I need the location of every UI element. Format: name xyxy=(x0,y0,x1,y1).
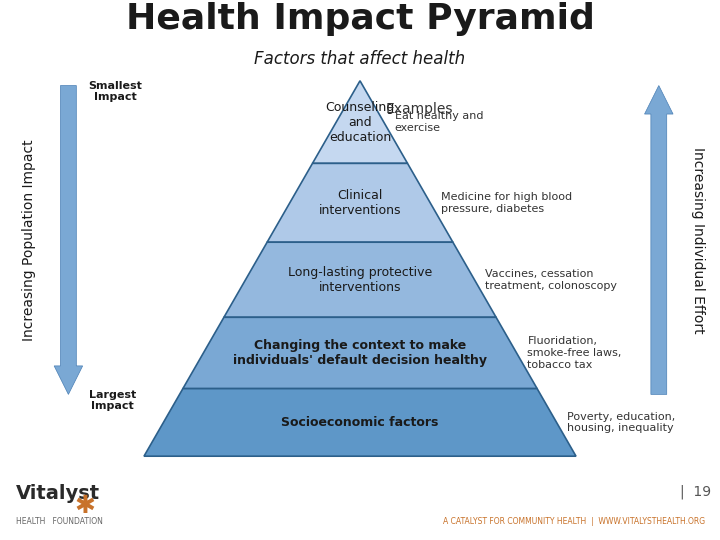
Text: Counseling
and
education: Counseling and education xyxy=(325,100,395,144)
Text: Long-lasting protective
interventions: Long-lasting protective interventions xyxy=(288,266,432,294)
Text: Changing the context to make
individuals' default decision healthy: Changing the context to make individuals… xyxy=(233,339,487,367)
Polygon shape xyxy=(183,318,537,389)
Text: Vitalyst: Vitalyst xyxy=(16,484,100,503)
Text: Fluoridation,
smoke-free laws,
tobacco tax: Fluoridation, smoke-free laws, tobacco t… xyxy=(527,336,622,369)
Polygon shape xyxy=(267,164,453,242)
Text: Clinical
interventions: Clinical interventions xyxy=(319,189,401,217)
FancyArrow shape xyxy=(54,85,83,394)
Text: HEALTH   FOUNDATION: HEALTH FOUNDATION xyxy=(16,517,103,526)
Text: Largest
Impact: Largest Impact xyxy=(89,390,136,411)
Text: ✱: ✱ xyxy=(74,494,96,518)
Text: Vaccines, cessation
treatment, colonoscopy: Vaccines, cessation treatment, colonosco… xyxy=(485,269,617,291)
Text: Health Impact Pyramid: Health Impact Pyramid xyxy=(125,2,595,36)
Text: |  19: | 19 xyxy=(680,484,711,498)
FancyArrow shape xyxy=(644,85,673,394)
Text: Smallest
Impact: Smallest Impact xyxy=(89,81,143,103)
Text: Factors that affect health: Factors that affect health xyxy=(254,50,466,68)
Text: Poverty, education,
housing, inequality: Poverty, education, housing, inequality xyxy=(567,411,675,433)
Text: Examples: Examples xyxy=(385,102,453,116)
Text: Increasing Individual Effort: Increasing Individual Effort xyxy=(691,147,706,333)
Text: Eat healthy and
exercise: Eat healthy and exercise xyxy=(395,111,483,133)
Text: A CATALYST FOR COMMUNITY HEALTH  |  WWW.VITALYSTHEALTH.ORG: A CATALYST FOR COMMUNITY HEALTH | WWW.VI… xyxy=(444,517,706,526)
Text: Medicine for high blood
pressure, diabetes: Medicine for high blood pressure, diabet… xyxy=(441,192,572,214)
Text: Socioeconomic factors: Socioeconomic factors xyxy=(282,416,438,429)
Polygon shape xyxy=(224,242,496,318)
Text: Increasing Population Impact: Increasing Population Impact xyxy=(22,139,36,341)
Polygon shape xyxy=(312,81,408,164)
Polygon shape xyxy=(144,389,576,456)
